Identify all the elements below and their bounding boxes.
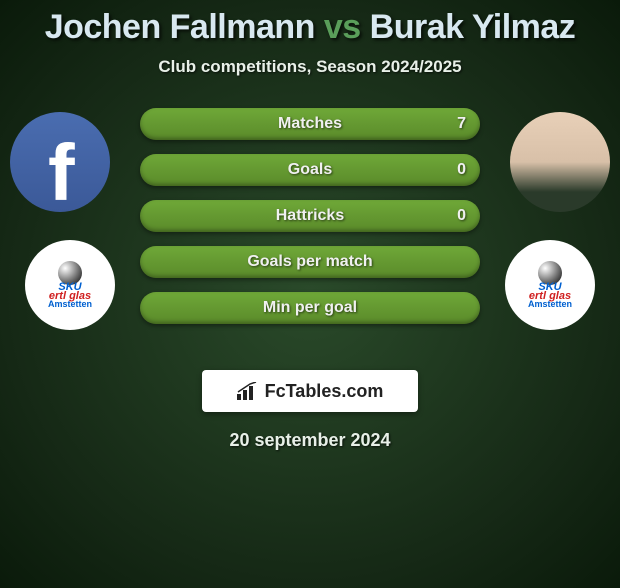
stat-row-goals: Goals 0 [140,154,480,186]
player2-club-badge: SKU ertl glas Amstetten [505,240,595,330]
stat-label: Min per goal [140,292,480,324]
player1-name: Jochen Fallmann [45,8,315,46]
subtitle: Club competitions, Season 2024/2025 [0,57,620,77]
player1-club-badge: SKU ertl glas Amstetten [25,240,115,330]
player2-avatar [510,112,610,212]
stat-label: Matches [140,108,480,140]
stat-row-hattricks: Hattricks 0 [140,200,480,232]
stat-label: Hattricks [140,200,480,232]
stat-bars: Matches 7 Goals 0 Hattricks 0 Goals per … [140,108,480,338]
stat-row-matches: Matches 7 [140,108,480,140]
snapshot-date: 20 september 2024 [0,430,620,451]
club-line3: Amstetten [48,299,92,309]
stat-value: 0 [457,200,466,232]
comparison-title: Jochen Fallmann vs Burak Yilmaz [0,8,620,47]
club-line3: Amstetten [528,299,572,309]
stat-value: 7 [457,108,466,140]
brand-badge: FcTables.com [202,370,418,412]
stat-row-min-per-goal: Min per goal [140,292,480,324]
player1-avatar [10,112,110,212]
brand-text: FcTables.com [265,381,384,402]
stat-label: Goals [140,154,480,186]
stat-label: Goals per match [140,246,480,278]
stat-row-goals-per-match: Goals per match [140,246,480,278]
player2-name: Burak Yilmaz [370,8,576,46]
stat-value: 0 [457,154,466,186]
vs-text: vs [324,8,361,46]
chart-icon [237,382,259,400]
comparison-body: SKU ertl glas Amstetten SKU ertl glas Am… [0,112,620,352]
